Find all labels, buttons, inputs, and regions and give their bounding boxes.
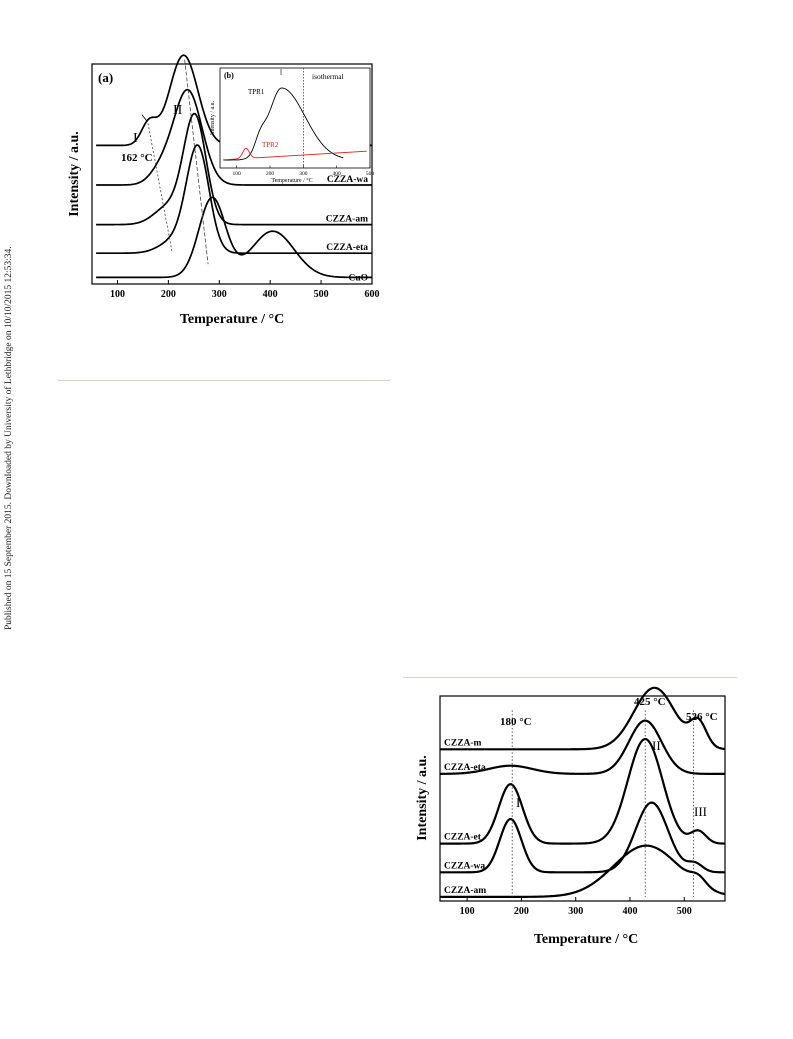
tpr-chart-2: 100 200 300 400 500 CZZA-m CZZA-eta CZZA-et CZZ… <box>415 686 726 947</box>
plot-frame-2 <box>439 695 726 902</box>
x-axis-2-tick-label-300: 300 <box>568 906 583 917</box>
inset-y-axis-label: Intensity / a.u. <box>210 100 216 135</box>
inset-tick-label-100: 100 <box>233 171 242 177</box>
inset-region-label: isothermal <box>312 72 344 81</box>
plot-frame <box>91 63 373 285</box>
y-axis-label: Intensity / a.u. <box>415 755 430 841</box>
inset-series-label-tpr2: TPR2 <box>262 141 279 149</box>
x-axis-label: Temperature / °C <box>534 932 638 947</box>
series-label-cuo: CuO <box>348 273 368 283</box>
curve-czza-am <box>440 844 726 898</box>
x-axis-label: Temperature / °C <box>180 312 284 327</box>
curve-cuo <box>96 196 372 279</box>
curve-czza-m <box>440 686 726 751</box>
peak-I-pointer <box>141 114 148 122</box>
curve-czza-wa <box>440 801 725 874</box>
x-axis-2-tick-label-400: 400 <box>623 906 638 917</box>
inset-frame <box>219 67 371 169</box>
x-axis-2-tick-label-200: 200 <box>514 906 529 917</box>
x-axis-2-tick-label-500: 500 <box>677 906 692 917</box>
divider-right <box>403 677 737 678</box>
inset-tick-label-400: 400 <box>333 171 342 177</box>
peak-III-label: III <box>694 804 707 819</box>
x-axis-a-tick-label-400: 400 <box>263 289 278 300</box>
divider-left <box>58 380 390 381</box>
series-label-czza-eta: CZZA-eta <box>326 243 368 253</box>
peak-II-label: II <box>173 103 183 118</box>
x-axis-a-tick-label-600: 600 <box>365 289 380 300</box>
x-axis-a-tick-label-100: 100 <box>110 289 125 300</box>
peak-I-temp: 162 °C <box>121 152 153 164</box>
curve-czza-eta <box>96 144 372 255</box>
curve-czza-am <box>96 112 372 226</box>
series-label-czza-et: CZZA-et <box>444 833 482 843</box>
x-axis-a-tick-label-200: 200 <box>161 289 176 300</box>
x-axis-2-tick-label-100: 100 <box>460 906 475 917</box>
series-label-czza-am: CZZA-am <box>444 886 486 896</box>
x-axis-a-tick-label-500: 500 <box>314 289 329 300</box>
peak-II-label: II <box>652 738 661 753</box>
series-label-czza-m: CZZA-m <box>444 738 482 748</box>
inset-chart-b: 100 200 300 400 500 (b) isothermal TPR1 TPR2… <box>210 67 375 184</box>
inset-tick-label-300: 300 <box>299 171 308 177</box>
y-axis-label: Intensity / a.u. <box>67 131 82 217</box>
inset-tick-label-200: 200 <box>266 171 275 177</box>
curve-czza-et <box>440 737 726 845</box>
panel-label-a: (a) <box>98 70 113 85</box>
peak-I-label: I <box>133 131 138 146</box>
inset-series-label-tpr1: TPR1 <box>248 88 265 96</box>
margin-note-text: Published on 15 September 2015. Download… <box>4 246 14 630</box>
inset-tick-label-500: 500 <box>366 171 375 177</box>
series-label-czza-wa: CZZA-wa <box>327 175 368 185</box>
inset-curve-tpr1 <box>223 87 344 161</box>
peak-III-temp: 526 °C <box>686 711 718 723</box>
series-label-czza-am: CZZA-am <box>326 215 368 225</box>
peak-I-temp: 180 °C <box>500 716 532 728</box>
curve-czza-eta <box>439 719 725 775</box>
x-axis-a-tick-label-300: 300 <box>212 289 227 300</box>
panel-label-b: (b) <box>224 71 234 80</box>
series-label-czza-eta: CZZA-eta <box>444 763 486 773</box>
peak-I-label: I <box>516 795 520 810</box>
inset-curve-tpr2 <box>223 147 367 161</box>
curve-czza-wa <box>96 88 372 186</box>
peak-II-guide <box>184 59 209 265</box>
series-label-czza-wa: CZZA-wa <box>444 861 485 871</box>
margin-note: Published on 15 September 2015. Download… <box>4 246 24 650</box>
peak-I-guide <box>147 123 173 252</box>
peak-II-temp: 425 °C <box>634 696 666 708</box>
inset-x-axis-label: Temperature / °C <box>271 177 312 184</box>
